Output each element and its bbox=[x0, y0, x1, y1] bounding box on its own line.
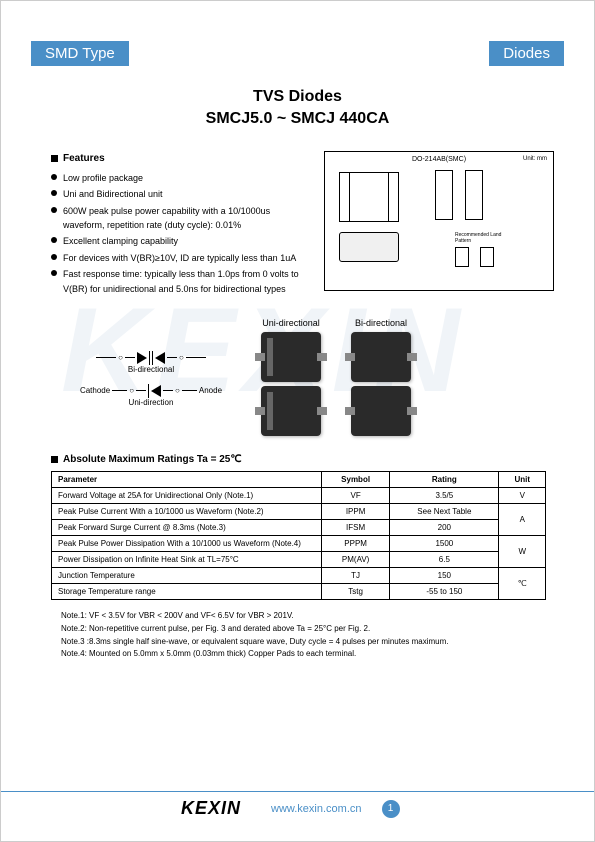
note-item: Note.1: VF < 3.5V for VBR < 200V and VF<… bbox=[61, 610, 534, 623]
photo-uni-col: Uni-directional bbox=[261, 318, 321, 440]
col-unit: Unit bbox=[499, 471, 546, 487]
cathode-label: Cathode bbox=[80, 386, 110, 395]
logo: KEXIN bbox=[181, 798, 241, 819]
table-row: Forward Voltage at 25A for Unidirectiona… bbox=[52, 487, 546, 503]
header-type: Diodes bbox=[489, 41, 564, 66]
photo-bi-label: Bi-directional bbox=[351, 318, 411, 328]
title-line2: SMCJ5.0 ~ SMCJ 440CA bbox=[1, 108, 594, 130]
feature-item: Fast response time: typically less than … bbox=[63, 267, 304, 296]
chip-photo bbox=[351, 386, 411, 436]
col-rating: Rating bbox=[390, 471, 499, 487]
features-section: Features Low profile package Uni and Bid… bbox=[51, 151, 304, 298]
feature-item: Excellent clamping capability bbox=[63, 234, 304, 248]
package-diagram: DO-214AB(SMC) Unit: mm Recommended Land … bbox=[324, 151, 554, 291]
feature-item: Uni and Bidirectional unit bbox=[63, 187, 304, 201]
col-symbol: Symbol bbox=[322, 471, 390, 487]
feature-item: Low profile package bbox=[63, 171, 304, 185]
chip-photo bbox=[351, 332, 411, 382]
photo-bi-col: Bi-directional bbox=[351, 318, 411, 440]
note-item: Note.2: Non-repetitive current pulse, pe… bbox=[61, 623, 534, 636]
diagram-unit: Unit: mm bbox=[523, 156, 547, 162]
title-line1: TVS Diodes bbox=[1, 86, 594, 108]
chip-photo bbox=[261, 386, 321, 436]
ratings-heading: Absolute Maximum Ratings Ta = 25℃ bbox=[51, 454, 594, 465]
unidir-label: Uni-direction bbox=[71, 398, 231, 407]
page-number: 1 bbox=[382, 800, 400, 818]
chip-photo bbox=[261, 332, 321, 382]
note-item: Note.4: Mounted on 5.0mm x 5.0mm (0.03mm… bbox=[61, 648, 534, 661]
features-heading: Features bbox=[51, 151, 304, 167]
notes-section: Note.1: VF < 3.5V for VBR < 200V and VF<… bbox=[61, 610, 534, 661]
header-category: SMD Type bbox=[31, 41, 129, 66]
header-bar: SMD Type Diodes bbox=[31, 41, 564, 66]
footer-url: www.kexin.com.cn bbox=[271, 803, 361, 815]
table-row: Storage Temperature rangeTstg-55 to 150 bbox=[52, 583, 546, 599]
schematic-symbols: ○ ○ Bi-directional Cathode ○ ○ Anode Uni… bbox=[71, 351, 231, 407]
note-item: Note.3 :8.3ms single half sine-wave, or … bbox=[61, 636, 534, 649]
diagram-title: DO-214AB(SMC) bbox=[329, 156, 549, 163]
feature-item: For devices with V(BR)≥10V, ID are typic… bbox=[63, 251, 304, 265]
table-row: Peak Forward Surge Current @ 8.3ms (Note… bbox=[52, 519, 546, 535]
photo-uni-label: Uni-directional bbox=[261, 318, 321, 328]
table-row: Power Dissipation on Infinite Heat Sink … bbox=[52, 551, 546, 567]
table-row: Peak Pulse Power Dissipation With a 10/1… bbox=[52, 535, 546, 551]
land-pattern-label: Recommended Land Pattern bbox=[455, 232, 505, 244]
anode-label: Anode bbox=[199, 386, 222, 395]
table-header-row: Parameter Symbol Rating Unit bbox=[52, 471, 546, 487]
col-parameter: Parameter bbox=[52, 471, 322, 487]
feature-item: 600W peak pulse power capability with a … bbox=[63, 204, 304, 233]
footer: KEXIN www.kexin.com.cn 1 bbox=[1, 791, 594, 819]
ratings-table: Parameter Symbol Rating Unit Forward Vol… bbox=[51, 471, 546, 600]
table-row: Junction TemperatureTJ150℃ bbox=[52, 567, 546, 583]
page-title: TVS Diodes SMCJ5.0 ~ SMCJ 440CA bbox=[1, 86, 594, 131]
table-row: Peak Pulse Current With a 10/1000 us Wav… bbox=[52, 503, 546, 519]
bidir-label: Bi-directional bbox=[71, 365, 231, 374]
